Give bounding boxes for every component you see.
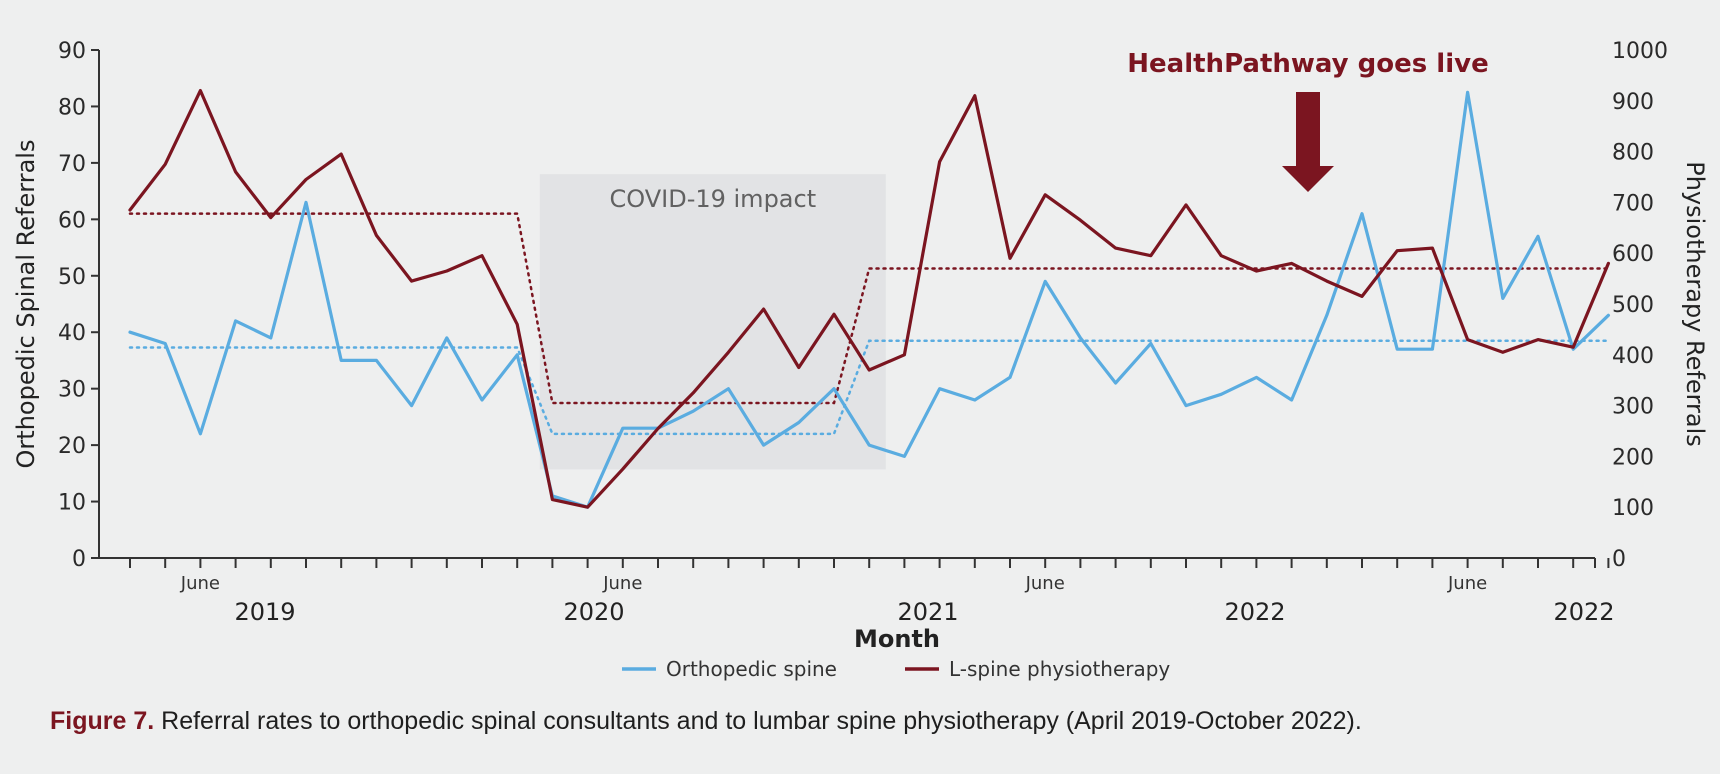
left-y-tick-label: 70 <box>58 152 86 177</box>
right-y-tick-label: 1000 <box>1612 39 1668 64</box>
axis-labels: Month Orthopedic Spinal Referrals Physioth… <box>12 140 1709 653</box>
legend-label: L-spine physiotherapy <box>949 657 1170 681</box>
right-y-tick-label: 200 <box>1612 445 1654 470</box>
figure-caption: Figure 7. Referral rates to orthopedic s… <box>50 707 1362 736</box>
x-year-label: 2019 <box>234 598 295 626</box>
annotation-arrow <box>1282 92 1334 192</box>
covid-shade <box>539 174 886 470</box>
right-y-tick-label: 900 <box>1612 90 1654 115</box>
covid-label: COVID-19 impact <box>609 185 816 213</box>
legend: Orthopedic spine L-spine physiotherapy <box>622 657 1170 681</box>
right-y-tick-label: 700 <box>1612 191 1654 216</box>
right-y-tick-label: 100 <box>1612 496 1654 521</box>
annotation: HealthPathway goes live <box>1127 49 1489 192</box>
x-year-label: 2020 <box>563 598 624 626</box>
caption-label: Figure 7. <box>50 707 155 735</box>
left-y-tick-label: 0 <box>72 547 86 572</box>
left-y-tick-label: 10 <box>58 491 86 516</box>
right-y-tick-label: 0 <box>1612 547 1626 572</box>
x-month-label: June <box>180 573 220 594</box>
annotation-text: HealthPathway goes live <box>1127 49 1488 79</box>
right-y-tick-label: 500 <box>1612 293 1654 318</box>
left-y-tick-label: 60 <box>58 208 86 233</box>
axes: 0102030405060708090010020030040050060070… <box>58 39 1668 626</box>
right-axis-title: Physiotherapy Referrals <box>1681 161 1709 447</box>
legend-label: Orthopedic spine <box>666 657 837 681</box>
x-axis-title: Month <box>854 625 940 653</box>
left-y-tick-label: 50 <box>58 265 86 290</box>
x-year-label: 2022 <box>1553 598 1614 626</box>
x-month-label: June <box>602 573 642 594</box>
covid-region: COVID-19 impact <box>539 174 886 470</box>
right-y-tick-label: 300 <box>1612 395 1654 420</box>
left-axis-title: Orthopedic Spinal Referrals <box>12 140 40 469</box>
left-y-tick-label: 20 <box>58 434 86 459</box>
left-y-tick-label: 40 <box>58 321 86 346</box>
series-line <box>128 90 1611 509</box>
left-y-tick-label: 80 <box>58 95 86 120</box>
mean-line <box>128 212 1610 405</box>
x-month-label: June <box>1025 573 1065 594</box>
x-year-label: 2022 <box>1224 598 1285 626</box>
right-y-tick-label: 600 <box>1612 242 1654 267</box>
left-y-tick-label: 90 <box>58 39 86 64</box>
caption-text: Referral rates to orthopedic spinal cons… <box>154 707 1362 735</box>
right-y-tick-label: 400 <box>1612 344 1654 369</box>
x-year-label: 2021 <box>897 598 958 626</box>
x-month-label: June <box>1447 573 1487 594</box>
series-lines <box>128 88 1611 509</box>
left-y-tick-label: 30 <box>58 378 86 403</box>
right-y-tick-label: 800 <box>1612 141 1654 166</box>
series-line <box>128 88 1611 509</box>
